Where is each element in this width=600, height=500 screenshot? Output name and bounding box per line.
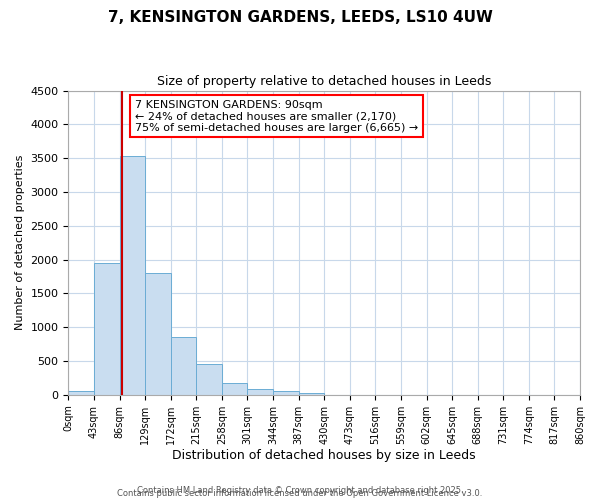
Text: Contains HM Land Registry data © Crown copyright and database right 2025.: Contains HM Land Registry data © Crown c… [137, 486, 463, 495]
Y-axis label: Number of detached properties: Number of detached properties [15, 155, 25, 330]
Text: Contains public sector information licensed under the Open Government Licence v3: Contains public sector information licen… [118, 488, 482, 498]
Bar [68, 392, 94, 395]
Bar [145, 273, 171, 395]
Title: Size of property relative to detached houses in Leeds: Size of property relative to detached ho… [157, 75, 491, 88]
Bar [119, 156, 145, 395]
Text: 7, KENSINGTON GARDENS, LEEDS, LS10 4UW: 7, KENSINGTON GARDENS, LEEDS, LS10 4UW [107, 10, 493, 25]
Bar [94, 263, 119, 395]
Bar [299, 394, 324, 395]
Bar [171, 336, 196, 395]
X-axis label: Distribution of detached houses by size in Leeds: Distribution of detached houses by size … [172, 450, 476, 462]
Bar [273, 392, 299, 395]
Bar [196, 364, 222, 395]
Text: 7 KENSINGTON GARDENS: 90sqm
← 24% of detached houses are smaller (2,170)
75% of : 7 KENSINGTON GARDENS: 90sqm ← 24% of det… [135, 100, 418, 133]
Bar [222, 383, 247, 395]
Bar [247, 389, 273, 395]
